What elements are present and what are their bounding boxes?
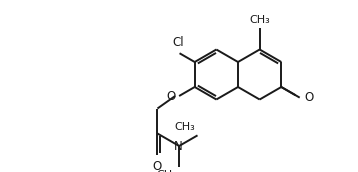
Text: O: O xyxy=(153,160,162,172)
Text: CH₃: CH₃ xyxy=(175,122,195,132)
Text: CH₃: CH₃ xyxy=(156,170,177,172)
Text: O: O xyxy=(167,89,176,103)
Text: CH₃: CH₃ xyxy=(249,15,270,25)
Text: O: O xyxy=(305,91,314,104)
Text: Cl: Cl xyxy=(173,36,184,49)
Text: N: N xyxy=(174,139,183,153)
